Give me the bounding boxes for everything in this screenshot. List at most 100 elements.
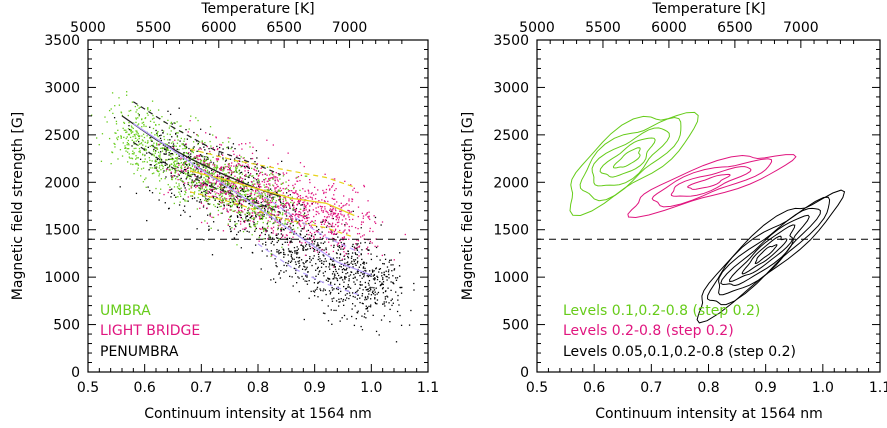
scatter-point	[164, 153, 166, 155]
scatter-point	[279, 238, 281, 240]
scatter-point	[291, 229, 293, 231]
scatter-point	[280, 230, 283, 232]
scatter-point	[240, 177, 242, 179]
scatter-point	[300, 198, 302, 200]
scatter-point	[166, 164, 168, 166]
scatter-point	[204, 169, 206, 171]
scatter-point	[300, 174, 303, 177]
scatter-point	[200, 128, 202, 130]
scatter-point	[358, 266, 361, 268]
scatter-point	[137, 139, 139, 141]
scatter-point	[238, 206, 240, 209]
scatter-point	[349, 274, 352, 276]
scatter-point	[349, 294, 351, 297]
scatter-point	[287, 248, 290, 250]
scatter-point	[162, 130, 165, 132]
scatter-point	[238, 178, 241, 180]
scatter-point	[309, 181, 311, 184]
scatter-point	[239, 214, 241, 216]
scatter-point	[394, 277, 397, 279]
scatter-point	[317, 244, 319, 246]
scatter-point	[196, 168, 198, 170]
scatter-point	[287, 209, 289, 211]
scatter-point	[193, 131, 195, 134]
scatter-point	[182, 209, 185, 212]
scatter-point	[157, 109, 160, 111]
scatter-point	[354, 262, 356, 265]
scatter-point	[345, 287, 348, 290]
scatter-point	[268, 212, 270, 214]
scatter-point	[332, 198, 335, 200]
scatter-point	[287, 221, 289, 224]
scatter-point	[278, 199, 280, 201]
scatter-point	[160, 178, 163, 180]
scatter-point	[153, 148, 155, 151]
scatter-point	[129, 136, 132, 139]
scatter-point	[271, 200, 273, 202]
scatter-point	[343, 214, 345, 216]
scatter-point	[135, 130, 137, 132]
scatter-point	[222, 198, 224, 200]
scatter-point	[193, 166, 196, 168]
scatter-point	[203, 163, 205, 165]
scatter-point	[183, 172, 186, 174]
scatter-point	[327, 320, 330, 322]
scatter-point	[265, 229, 267, 231]
scatter-point	[125, 137, 127, 140]
scatter-point	[289, 241, 291, 244]
scatter-point	[174, 166, 176, 168]
scatter-point	[320, 242, 322, 244]
scatter-point	[344, 288, 347, 290]
scatter-point	[209, 203, 211, 205]
scatter-point	[145, 145, 147, 147]
scatter-point	[276, 195, 279, 197]
scatter-point	[329, 258, 332, 261]
scatter-point	[185, 160, 188, 162]
scatter-point	[282, 175, 285, 177]
scatter-point	[219, 201, 222, 204]
scatter-point	[271, 199, 274, 202]
scatter-point	[226, 208, 228, 210]
scatter-point	[182, 143, 184, 146]
scatter-point	[197, 119, 199, 122]
scatter-point	[234, 209, 236, 212]
scatter-point	[244, 170, 246, 172]
scatter-point	[229, 182, 231, 184]
scatter-point	[367, 253, 369, 255]
scatter-point	[270, 172, 272, 175]
scatter-point	[335, 309, 337, 312]
scatter-point	[260, 228, 262, 230]
scatter-point	[329, 208, 332, 210]
scatter-point	[306, 275, 308, 277]
scatter-point	[231, 195, 233, 197]
scatter-point	[200, 160, 202, 162]
scatter-point	[357, 191, 359, 194]
scatter-point	[140, 175, 142, 177]
scatter-point	[367, 246, 369, 248]
scatter-point	[321, 249, 323, 251]
scatter-point	[264, 227, 266, 230]
scatter-point	[278, 174, 280, 177]
scatter-point	[298, 257, 300, 259]
scatter-point	[304, 245, 307, 247]
scatter-point	[235, 192, 238, 195]
contour-level	[627, 154, 797, 219]
scatter-point	[291, 213, 294, 215]
scatter-point	[144, 117, 146, 120]
scatter-point	[169, 186, 171, 188]
scatter-point	[174, 172, 176, 174]
scatter-point	[218, 200, 221, 203]
scatter-point	[235, 187, 238, 189]
scatter-point	[254, 197, 257, 200]
scatter-point	[264, 186, 266, 188]
scatter-point	[261, 204, 263, 206]
scatter-point	[261, 218, 264, 221]
scatter-point	[282, 198, 284, 201]
scatter-point	[173, 163, 175, 165]
scatter-point	[228, 198, 231, 200]
scatter-point	[208, 180, 210, 182]
scatter-point	[269, 194, 271, 196]
scatter-point	[279, 200, 281, 202]
scatter-point	[270, 232, 273, 234]
scatter-point	[338, 301, 340, 303]
